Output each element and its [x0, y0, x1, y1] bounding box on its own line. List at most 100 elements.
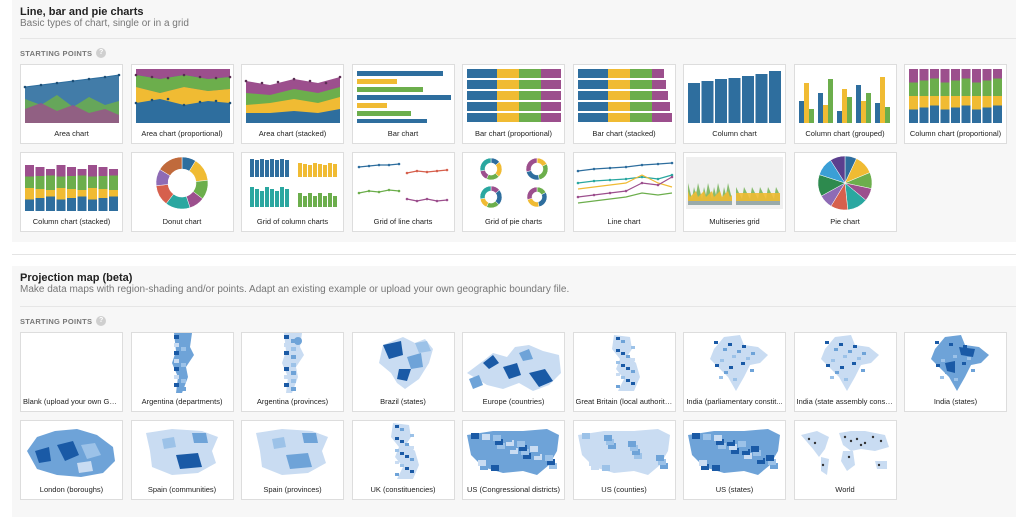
tile-label: US (states) [715, 485, 754, 494]
tile-thumbnail [905, 65, 1006, 125]
tile-label: US (counties) [601, 485, 647, 494]
tile-area-chart-stacked[interactable]: Area chart (stacked) [241, 64, 344, 144]
tile-label: Europe (countries) [482, 397, 545, 406]
tile-label: Bar chart [387, 129, 419, 138]
tile-pie-chart[interactable]: Pie chart [793, 152, 897, 232]
tile-grid-of-line-charts[interactable]: Grid of line charts [351, 152, 455, 232]
tile-label: India (state assembly constit... [796, 397, 894, 406]
tile-us-counties[interactable]: US (counties) [572, 420, 676, 500]
tile-spain-provinces[interactable]: Spain (provinces) [241, 420, 344, 500]
section-title: Line, bar and pie charts [20, 6, 144, 18]
tile-thumbnail [242, 65, 343, 125]
tile-label: Brazil (states) [380, 397, 426, 406]
tile-label: Area chart (proportional) [141, 129, 223, 138]
tile-label: Grid of line charts [373, 217, 433, 226]
tile-label: Grid of column charts [256, 217, 329, 226]
tile-label: Spain (communities) [147, 485, 217, 494]
section-title: Projection map (beta) [20, 272, 133, 284]
map-tiles-grid: Blank (upload your own Geo... Argentina (… [20, 332, 1016, 512]
tile-us-states[interactable]: US (states) [683, 420, 786, 500]
divider [20, 306, 1016, 307]
tile-line-chart[interactable]: Line chart [572, 152, 676, 232]
tile-label: UK (constituencies) [370, 485, 436, 494]
starting-points-text: STARTING POINTS [20, 316, 93, 326]
tile-label: Spain (provinces) [263, 485, 322, 494]
tile-label: Donut chart [162, 217, 202, 226]
tile-column-chart-stacked[interactable]: Column chart (stacked) [20, 152, 123, 232]
tile-bar-chart-proportional[interactable]: Bar chart (proportional) [462, 64, 565, 144]
tile-label: Pie chart [830, 217, 860, 226]
tile-grid-of-column-charts[interactable]: Grid of column charts [241, 152, 344, 232]
tile-label: Argentina (provinces) [256, 397, 329, 406]
tile-thumbnail [684, 153, 785, 213]
tile-london-boroughs[interactable]: London (boroughs) [20, 420, 123, 500]
tile-area-chart-proportional[interactable]: Area chart (proportional) [130, 64, 234, 144]
tile-donut-chart[interactable]: Donut chart [130, 152, 234, 232]
tile-thumbnail [21, 333, 122, 393]
tile-thumbnail [795, 421, 896, 481]
starting-points-label: STARTING POINTS ? [20, 316, 107, 326]
tile-spain-communities[interactable]: Spain (communities) [130, 420, 234, 500]
tile-thumbnail [795, 153, 896, 213]
tile-label: Column chart (stacked) [32, 217, 111, 226]
tile-argentina-departments[interactable]: Argentina (departments) [130, 332, 234, 412]
tile-bar-chart[interactable]: Bar chart [351, 64, 455, 144]
tile-area-chart[interactable]: Area chart [20, 64, 123, 144]
tile-thumbnail [684, 421, 785, 481]
tile-thumbnail [21, 421, 122, 481]
tile-blank-upload-your-own-geo[interactable]: Blank (upload your own Geo... [20, 332, 123, 412]
tile-thumbnail [132, 421, 233, 481]
tile-label: Area chart (stacked) [258, 129, 327, 138]
tile-thumbnail [795, 65, 896, 125]
section-description: Basic types of chart, single or in a gri… [20, 18, 189, 29]
tile-world[interactable]: World [793, 420, 897, 500]
tile-europe-countries[interactable]: Europe (countries) [462, 332, 565, 412]
tile-multiseries-grid[interactable]: Multiseries grid [683, 152, 786, 232]
tile-brazil-states[interactable]: Brazil (states) [351, 332, 455, 412]
tile-thumbnail [21, 153, 122, 213]
tile-label: World [835, 485, 855, 494]
tile-label: Multiseries grid [709, 217, 760, 226]
tile-thumbnail [463, 153, 564, 213]
tile-label: Argentina (departments) [141, 397, 223, 406]
divider [20, 38, 1016, 39]
tile-thumbnail [684, 65, 785, 125]
tile-argentina-provinces[interactable]: Argentina (provinces) [241, 332, 344, 412]
tile-thumbnail [684, 333, 785, 393]
tile-india-states[interactable]: India (states) [904, 332, 1007, 412]
tile-label: Area chart [54, 129, 89, 138]
tile-us-congressional-districts[interactable]: US (Congressional districts) [462, 420, 565, 500]
tile-thumbnail [353, 333, 454, 393]
tile-label: Bar chart (proportional) [474, 129, 553, 138]
tile-bar-chart-stacked[interactable]: Bar chart (stacked) [572, 64, 676, 144]
tile-uk-constituencies[interactable]: UK (constituencies) [351, 420, 455, 500]
tile-india-state-assembly-constit[interactable]: India (state assembly constit... [793, 332, 897, 412]
tile-thumbnail [353, 153, 454, 213]
starting-points-text: STARTING POINTS [20, 48, 93, 58]
question-icon[interactable]: ? [96, 48, 107, 58]
tile-column-chart[interactable]: Column chart [683, 64, 786, 144]
tile-label: Column chart [712, 129, 757, 138]
tile-column-chart-grouped[interactable]: Column chart (grouped) [793, 64, 897, 144]
tile-label: Line chart [607, 217, 641, 226]
tile-label: Column chart (grouped) [805, 129, 885, 138]
tile-label: Grid of pie charts [484, 217, 543, 226]
tile-thumbnail [132, 333, 233, 393]
tile-thumbnail [574, 333, 675, 393]
tile-thumbnail [905, 333, 1006, 393]
tile-label: India (parliamentary constit... [686, 397, 783, 406]
tile-thumbnail [132, 153, 233, 213]
tile-great-britain-local-authorities[interactable]: Great Britain (local authorities) [572, 332, 676, 412]
question-icon[interactable]: ? [96, 316, 107, 326]
tile-label: Great Britain (local authorities) [575, 397, 673, 406]
tile-label: Bar chart (stacked) [592, 129, 656, 138]
tile-grid-of-pie-charts[interactable]: Grid of pie charts [462, 152, 565, 232]
tile-thumbnail [242, 153, 343, 213]
tile-india-parliamentary-constit[interactable]: India (parliamentary constit... [683, 332, 786, 412]
tile-thumbnail [21, 65, 122, 125]
tile-thumbnail [242, 333, 343, 393]
tile-column-chart-proportional[interactable]: Column chart (proportional) [904, 64, 1007, 144]
tile-thumbnail [353, 421, 454, 481]
tile-label: London (boroughs) [39, 485, 104, 494]
tile-thumbnail [242, 421, 343, 481]
